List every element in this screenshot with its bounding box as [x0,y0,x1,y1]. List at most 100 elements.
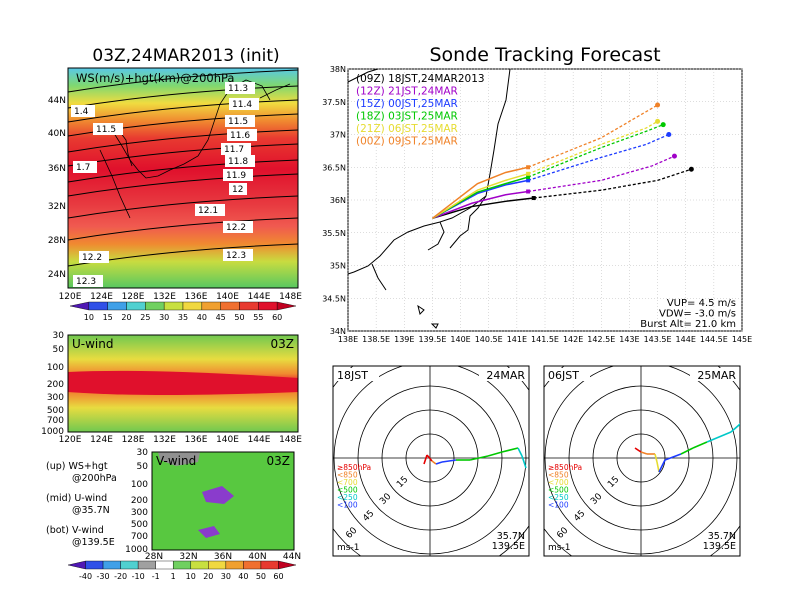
burst-marker [526,165,531,170]
colorbar-label: -20 [114,572,127,581]
lon-tick-label: 148E [279,292,302,302]
pressure-legend-entry: <500 [548,486,569,495]
hodograph-segment [749,438,761,454]
contour-label: 11.6 [230,131,250,141]
track-line-solid [432,197,534,220]
hodograph-segment [501,447,519,453]
colorbar-label: -10 [132,572,145,581]
colorbar-swatch [239,301,259,311]
colorbar-label: 30 [221,572,231,581]
colorbar-swatch [137,560,156,570]
colorbar-label: 10 [186,572,196,581]
track-line-dashed [533,168,692,199]
hodograph-segment [426,454,433,462]
contour-label: 1.7 [76,163,90,173]
lon-tick-label: 144E [676,335,696,344]
colorbar-swatch [88,301,108,311]
colorbar-label: 40 [197,313,207,322]
contour-label: 12.2 [82,253,102,263]
lon-tick-label: 140.5E [475,335,503,344]
hodograph-segment [431,460,437,465]
contour-label: 11.3 [228,84,248,94]
note-line: @139.5E [72,537,115,548]
hodograph-segment [658,459,666,473]
colorbar-swatch [173,560,191,570]
pressure-legend-entry: <100 [548,501,569,510]
label-bg [546,368,590,381]
colorbar-label: 55 [253,313,263,322]
colorbar-label: 50 [234,313,244,322]
legend-entry: (15Z) 00JST,25MAR [356,98,458,110]
lat-tick-label: 34.5N [322,294,346,303]
lon-tick-label: 144E [248,435,271,445]
lat-tick-label: 44N [48,96,66,106]
track-line-dashed [527,124,664,178]
track-plot [347,68,743,332]
track-line-solid [431,166,529,219]
burst-marker [526,171,531,176]
colorbar-label: -30 [97,572,110,581]
lat-tick-label: 36.5N [322,163,346,172]
contour-label-bg [223,249,253,261]
height-contour [67,113,299,137]
label-bg [690,368,738,381]
level-tick-label: 500 [131,520,148,530]
lat-tick-label: 37.5N [322,98,346,107]
colorbar-swatch [258,301,278,311]
level-tick-label: 300 [131,508,148,518]
param-line: VUP= 4.5 m/s [667,298,736,309]
hodograph-segment [435,461,443,465]
note-line: (mid) U-wind [46,493,107,504]
pressure-legend-entry: <250 [548,493,569,502]
label-bg [479,368,527,381]
lon-tick-label: 148E [279,435,302,445]
level-tick-label: 200 [131,496,148,506]
lon-tick-label: 142.5E [587,335,615,344]
level-tick-label: 30 [53,331,65,341]
lon-tick-label: 124E [90,292,113,302]
level-tick-label: 30 [137,448,149,458]
left-title: 03Z,24MAR2013 (init) [92,46,279,66]
colorbar-swatch [145,301,165,311]
burst-marker [526,175,531,180]
lat-tick-label: 36N [330,196,346,205]
track-line-dashed [528,155,675,193]
contour-label-bg [225,82,255,94]
colorbar-label: -40 [79,572,92,581]
contour-label: 11.5 [96,125,116,135]
lon-tick-label: 120E [59,292,82,302]
lon-tick-label: 143.5E [644,335,672,344]
legend-entry: (21Z) 06JST,25MAR [356,123,458,135]
burst-marker [531,196,536,201]
ws-colorbar: 10 15 20 25 30 35 40 45 50 55 60 [69,301,297,322]
colorbar-swatch [225,560,244,570]
track-line-solid [432,176,529,219]
v-colorbar: -40 -30 -20 -10 -1 1 10 20 30 40 50 60 [67,560,297,581]
level-tick-label: 700 [47,416,64,426]
contour-label-bg [73,275,103,287]
pressure-legend-entry: ≥850hPa [548,463,582,472]
colorbar-swatch [85,560,104,570]
pressure-legend-entry: <850 [548,471,569,480]
colorbar-swatch [190,560,209,570]
hodograph-segment [747,418,761,438]
hodograph-unit: ms-1 [337,543,359,553]
colorbar-label: 15 [103,313,113,322]
legend-entry: (12Z) 21JST,24MAR [356,86,458,98]
colorbar-swatch [120,560,139,570]
hodograph-time: 06JST [548,369,579,382]
lat-tick-label: 28N [145,552,163,562]
colorbar-swatch [182,301,203,311]
level-tick-label: 200 [47,380,64,390]
hodograph-unit: ms-1 [548,543,570,553]
colorbar-swatch [260,560,279,570]
lon-tick-label: 142E [563,335,583,344]
contour-label-bg [195,204,225,216]
lon-tick-label: 120E [59,435,82,445]
hodograph-lon: 139.5E [703,541,736,552]
lon-tick-label: 136E [185,292,208,302]
contour-label-bg [73,161,97,173]
colorbar-swatch [278,560,297,570]
pressure-legend-entry: <700 [337,478,358,487]
